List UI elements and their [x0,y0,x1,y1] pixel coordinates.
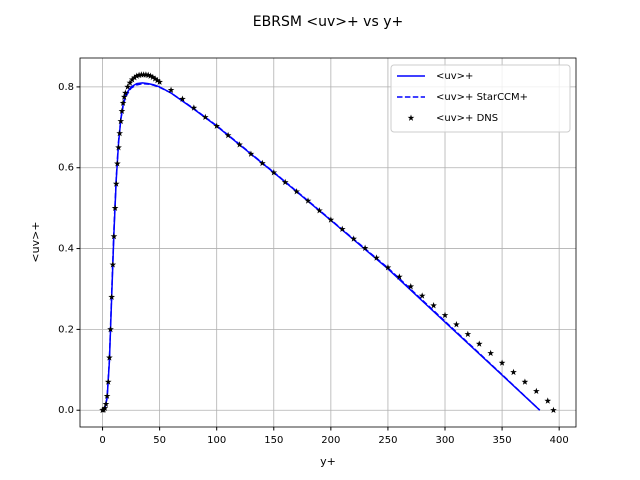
legend-label: <uv>+ DNS [436,113,498,124]
marker [107,325,114,333]
marker [270,169,278,176]
marker [361,244,369,251]
marker [151,75,159,82]
marker [109,261,117,268]
marker [327,216,335,223]
marker [112,180,120,187]
marker [475,340,483,347]
marker [102,400,110,407]
y-tick-label: 0.8 [58,82,74,93]
marker [116,129,123,137]
marker [453,321,460,328]
marker [101,404,109,412]
marker [407,283,415,290]
marker [201,113,209,121]
marker [316,207,323,214]
x-tick-label: 150 [264,435,283,446]
plot-frame [79,57,577,428]
series-line [102,82,541,411]
marker [259,159,266,167]
marker [117,117,125,125]
marker [131,74,138,81]
marker [119,99,127,106]
marker [338,225,346,232]
series-line [102,82,541,411]
marker [111,204,119,211]
x-tick-label: 0 [99,435,105,446]
marker [487,349,494,357]
marker [154,76,161,84]
x-axis-label: y+ [320,455,336,468]
y-tick-label: 0.4 [58,244,74,255]
y-tick-label: 0.6 [58,163,74,174]
x-tick-label: 400 [550,435,569,446]
marker [550,406,557,414]
y-axis-label: <uv>+ [29,221,42,262]
marker [106,354,113,361]
marker [179,95,186,102]
marker [498,359,506,366]
marker [149,73,157,81]
marker [115,144,122,151]
marker [124,83,131,90]
marker [247,150,255,157]
marker [293,188,300,195]
marker [430,302,437,309]
marker [118,107,126,114]
marker [167,86,175,93]
marker [236,141,243,148]
x-tick-label: 200 [321,435,340,446]
x-tick-label: 300 [435,435,454,446]
marker [224,131,232,139]
marker [110,232,118,240]
chart-title: EBRSM <uv>+ vs y+ [253,14,403,30]
marker [156,78,163,85]
marker [510,368,517,376]
x-tick-label: 350 [493,435,512,446]
marker [544,397,552,404]
legend-box [390,64,571,133]
marker [190,104,198,111]
marker [281,178,289,186]
marker [533,387,540,395]
marker [108,293,116,300]
marker [304,197,312,204]
marker [350,235,358,242]
marker [396,273,403,280]
marker [120,93,128,100]
marker [384,264,392,271]
legend-label: <uv>+ [436,71,473,82]
marker [418,292,426,299]
x-tick-label: 50 [153,435,166,446]
marker [126,79,134,86]
marker [144,71,152,79]
marker [104,378,112,385]
x-tick-label: 100 [207,435,226,446]
marker [114,160,121,167]
x-tick-label: 250 [378,435,397,446]
marker [147,72,154,79]
y-tick-label: 0.0 [58,405,74,416]
marker [122,89,129,96]
marker [441,311,449,319]
legend-label: <uv>+ StarCCM+ [436,92,528,103]
legend-marker [407,114,415,121]
marker [521,378,529,385]
marker [135,71,143,79]
marker [103,392,111,399]
marker [373,254,380,261]
marker [133,72,141,79]
y-tick-label: 0.2 [58,324,74,335]
marker [213,122,221,129]
marker [464,330,472,338]
marker [128,76,136,83]
